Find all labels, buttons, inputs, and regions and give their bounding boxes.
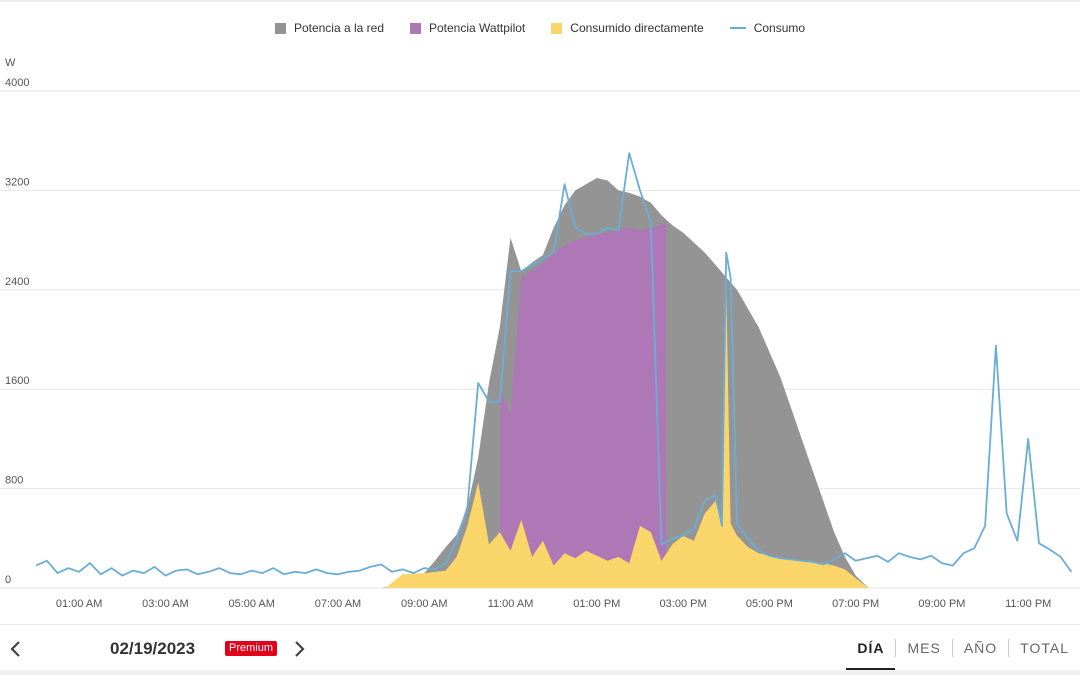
x-tick-label: 03:00 PM xyxy=(660,598,707,610)
top-border xyxy=(0,0,1080,2)
legend-swatch-potencia-red xyxy=(274,22,286,34)
x-tick-label: 11:00 PM xyxy=(1005,598,1051,610)
chart-lines xyxy=(35,152,1073,577)
legend-item-wattpilot[interactable]: Potencia Wattpilot xyxy=(410,21,525,35)
legend-swatch-consumo xyxy=(729,27,746,29)
series-area-1 xyxy=(499,221,667,588)
x-tick-label: 09:00 PM xyxy=(918,598,965,610)
x-tick-label: 05:00 PM xyxy=(746,598,793,610)
chart-plot: 0 800 1600 2400 3200 4000 W 01:00 AM 03:00 AM 05:… xyxy=(0,57,1080,610)
series-line-consumo xyxy=(35,152,1073,577)
chart-areas xyxy=(381,178,869,588)
chevron-right-icon[interactable] xyxy=(287,637,311,661)
tab-separator xyxy=(951,639,953,657)
x-tick-label: 07:00 AM xyxy=(315,598,361,610)
y-tick-label: 4000 xyxy=(5,77,29,89)
tab-separator xyxy=(1008,639,1010,657)
x-tick-label: 09:00 AM xyxy=(401,598,447,610)
y-tick-label: 2400 xyxy=(5,276,29,288)
tab-dia[interactable]: DÍA xyxy=(846,625,896,671)
legend-swatch-consumido xyxy=(551,22,563,34)
period-tabs: DÍA MES AÑO TOTAL xyxy=(846,625,1080,671)
legend-swatch-wattpilot xyxy=(410,22,421,34)
tab-separator xyxy=(895,639,897,657)
legend-label-potencia-red: Potencia a la red xyxy=(293,21,384,35)
chart-axes: 0 800 1600 2400 3200 4000 W 01:00 AM 03:00 AM 05:… xyxy=(5,57,1051,610)
legend-item-potencia-red[interactable]: Potencia a la red xyxy=(274,21,384,35)
legend-item-consumo[interactable]: Consumo xyxy=(729,21,806,35)
x-tick-label: 01:00 AM xyxy=(56,598,102,610)
x-tick-label: 03:00 AM xyxy=(142,598,188,610)
date-navigation-bar: 02/19/2023 Premium DÍA MES AÑO TOTAL xyxy=(0,624,1080,671)
chart-legend: Potencia a la red Potencia Wattpilot Con… xyxy=(0,19,1080,37)
legend-label-wattpilot: Potencia Wattpilot xyxy=(429,21,526,35)
legend-label-consumo: Consumo xyxy=(753,21,806,35)
y-tick-label: 3200 xyxy=(5,176,29,188)
y-tick-label: 800 xyxy=(5,475,23,487)
premium-badge: Premium xyxy=(225,641,278,656)
x-tick-label: 11:00 AM xyxy=(488,598,534,610)
x-tick-label: 05:00 AM xyxy=(228,598,274,610)
current-date[interactable]: 02/19/2023 xyxy=(110,639,196,658)
y-tick-label: 1600 xyxy=(5,375,29,387)
x-tick-label: 01:00 PM xyxy=(573,598,620,610)
legend-label-consumido: Consumido directamente xyxy=(570,21,704,35)
chevron-left-icon[interactable] xyxy=(4,637,28,661)
tab-mes[interactable]: MES xyxy=(907,640,941,656)
tab-ano[interactable]: AÑO xyxy=(963,640,998,656)
y-axis-label: W xyxy=(5,57,16,69)
x-tick-label: 07:00 PM xyxy=(832,598,879,610)
y-tick-label: 0 xyxy=(5,574,11,586)
tab-total[interactable]: TOTAL xyxy=(1020,640,1069,656)
bottom-border xyxy=(0,670,1080,675)
legend-item-consumido[interactable]: Consumido directamente xyxy=(551,21,704,35)
